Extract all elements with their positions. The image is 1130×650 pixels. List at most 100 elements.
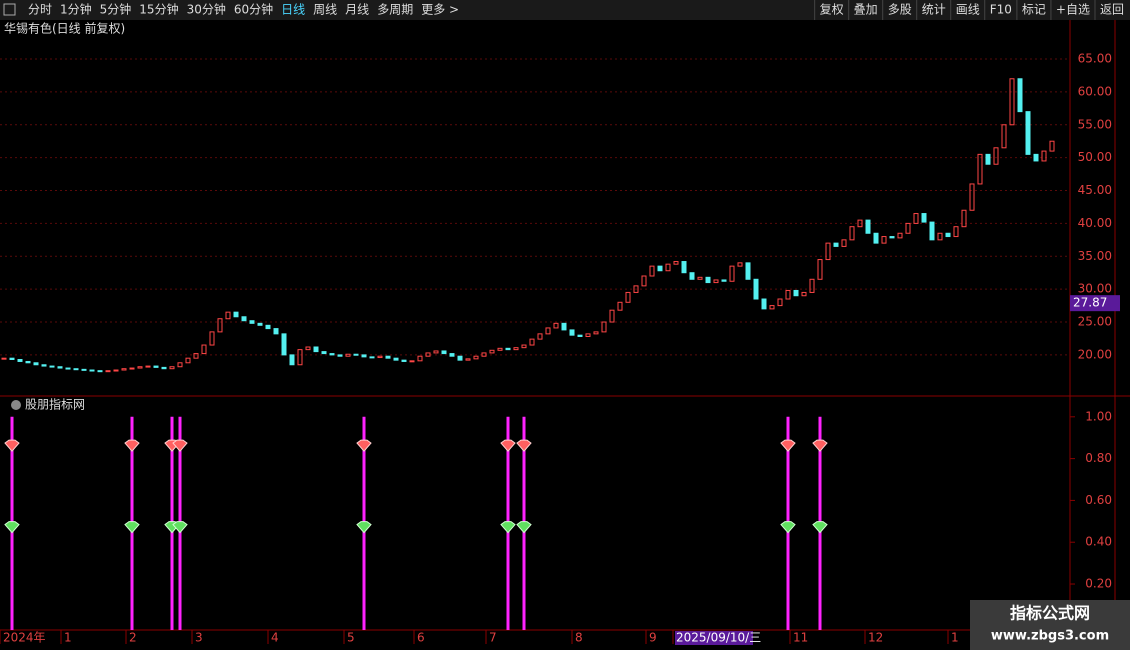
candle: [97, 370, 103, 373]
candle: [73, 368, 79, 371]
candle: [825, 242, 831, 261]
candle: [193, 353, 199, 359]
candle: [801, 291, 807, 297]
candle: [313, 346, 319, 353]
candle: [257, 322, 263, 326]
candle: [489, 349, 495, 354]
signal-upper: [780, 439, 796, 452]
candle: [1025, 111, 1031, 155]
candle: [329, 353, 335, 356]
candle: [537, 333, 543, 340]
candle: [937, 232, 943, 241]
candle: [793, 289, 799, 297]
y-tick-label: 1.00: [1085, 409, 1112, 423]
candle: [641, 275, 647, 287]
watermark-bg: [970, 600, 1130, 650]
candle: [745, 262, 751, 280]
action-button[interactable]: 标记: [1022, 3, 1046, 17]
candle: [521, 344, 527, 349]
candle: [513, 347, 519, 351]
candle: [593, 331, 599, 335]
candle: [969, 183, 975, 211]
candle: [169, 366, 175, 370]
candle: [1041, 150, 1047, 162]
candle: [1001, 124, 1007, 149]
candle: [225, 311, 231, 320]
watermark: 指标公式网: [1010, 604, 1090, 623]
candle: [401, 359, 407, 362]
candle: [33, 362, 39, 366]
period-tab[interactable]: 更多 >: [421, 3, 459, 17]
candle: [665, 263, 671, 272]
period-tab[interactable]: 60分钟: [234, 2, 273, 17]
x-tick-label: 5: [347, 631, 355, 645]
x-tick-label: 2024年: [3, 631, 46, 645]
candle: [977, 153, 983, 185]
action-button[interactable]: 多股: [888, 3, 912, 17]
y-tick-label: 30.00: [1078, 282, 1112, 296]
action-button[interactable]: 返回: [1100, 3, 1124, 17]
period-tab[interactable]: 分时: [28, 3, 52, 17]
candle: [337, 354, 343, 357]
candle: [721, 279, 727, 282]
candle: [649, 265, 655, 277]
action-button[interactable]: F10: [990, 3, 1012, 17]
candle: [17, 358, 23, 362]
action-button[interactable]: 统计: [922, 3, 946, 17]
candle: [121, 368, 127, 371]
price-marker: [1070, 295, 1120, 312]
period-tab[interactable]: 15分钟: [139, 2, 178, 17]
candle: [161, 366, 167, 370]
candle: [497, 347, 503, 351]
signal-lower: [500, 521, 516, 534]
menu-icon[interactable]: [3, 3, 16, 16]
period-tab[interactable]: 多周期: [377, 3, 413, 17]
period-tab[interactable]: 1分钟: [60, 2, 92, 17]
candle: [209, 331, 215, 346]
candle: [945, 232, 951, 238]
candle: [545, 327, 551, 335]
candle: [833, 242, 839, 247]
period-tab[interactable]: 日线: [281, 3, 305, 17]
candle: [233, 311, 239, 318]
candle: [569, 329, 575, 336]
period-tab[interactable]: 30分钟: [187, 2, 226, 17]
candle: [865, 219, 871, 234]
candle: [985, 153, 991, 165]
candle: [841, 239, 847, 247]
y-tick-label: 60.00: [1078, 84, 1112, 98]
candle: [441, 350, 447, 355]
collapse-icon[interactable]: [11, 400, 21, 410]
candle: [921, 213, 927, 223]
action-button[interactable]: 画线: [956, 3, 980, 17]
candle: [417, 355, 423, 362]
candle: [9, 357, 15, 360]
candle: [433, 350, 439, 354]
candle: [705, 276, 711, 284]
action-button[interactable]: +自选: [1056, 3, 1090, 17]
period-tab[interactable]: 月线: [345, 3, 369, 17]
period-tab[interactable]: 周线: [313, 3, 337, 17]
signal-upper: [172, 439, 188, 452]
candle: [409, 360, 415, 363]
signal-lower: [4, 521, 20, 534]
candle: [873, 232, 879, 244]
action-button[interactable]: 叠加: [854, 3, 878, 17]
y-tick-label: 0.60: [1085, 493, 1112, 507]
candle: [1017, 78, 1023, 113]
candle: [561, 322, 567, 331]
date-highlight: [675, 631, 753, 645]
candle: [777, 298, 783, 307]
candle: [129, 367, 135, 370]
action-button[interactable]: 复权: [820, 3, 844, 17]
candle: [137, 366, 143, 369]
candle: [305, 346, 311, 351]
candle: [41, 364, 47, 367]
candle: [457, 355, 463, 361]
period-tab[interactable]: 5分钟: [100, 2, 132, 17]
candle: [1, 357, 7, 360]
candle: [57, 366, 63, 369]
y-tick-label: 0.40: [1085, 535, 1112, 549]
x-tick-label: 8: [575, 631, 583, 645]
candle: [273, 328, 279, 335]
